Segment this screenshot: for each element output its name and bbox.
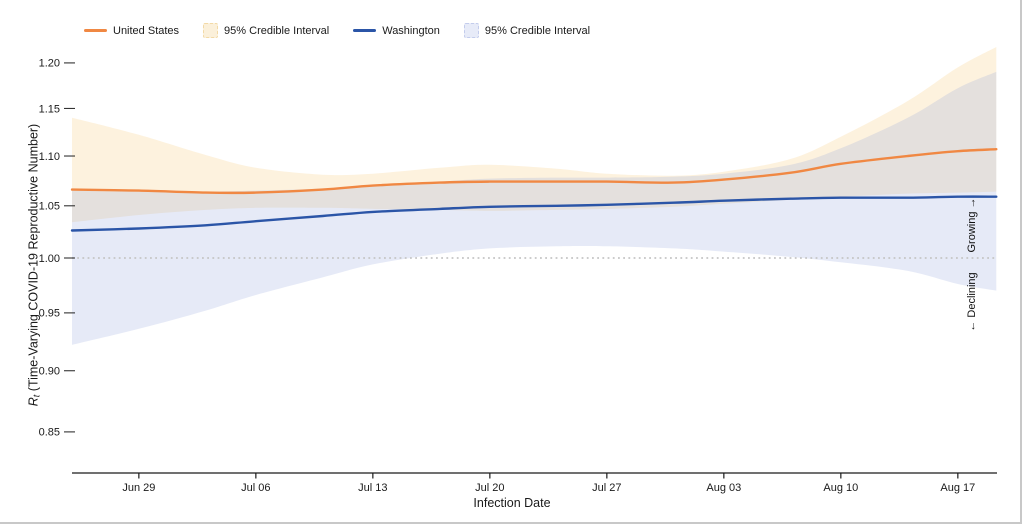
x-tick-label: Aug 10 — [823, 482, 858, 494]
legend-item-washington: Washington — [353, 25, 440, 37]
wa-line-swatch-icon — [353, 28, 377, 33]
x-tick-label: Jul 13 — [358, 482, 387, 494]
window-border-bottom — [0, 522, 1022, 524]
legend-label: United States — [113, 24, 180, 37]
us-mean-line — [70, 148, 998, 195]
x-tick-label: Jul 27 — [592, 482, 621, 494]
y-tick-label: 1.05 — [39, 201, 60, 213]
legend-label: 95% Credible Interval — [224, 24, 330, 37]
us-credible-band-swatch-icon — [203, 23, 219, 38]
y-tick-label: 1.00 — [39, 253, 60, 265]
wa-mean-line — [70, 195, 998, 232]
x-axis-title: Infection Date — [473, 496, 551, 510]
y-tick-label: 0.95 — [39, 308, 60, 320]
us-line-swatch-icon — [84, 28, 107, 33]
y-tick-label: 1.10 — [39, 151, 60, 163]
y-tick-label: 1.20 — [39, 58, 60, 70]
legend-item-united-states: United States — [84, 25, 179, 37]
x-tick-label: Aug 17 — [940, 482, 975, 494]
declining-annotation: ← Declining — [966, 272, 978, 332]
wa-credible-band-swatch-icon — [463, 23, 479, 38]
x-tick-label: Jul 06 — [241, 482, 270, 494]
x-tick-label: Jun 29 — [122, 482, 155, 494]
window-border-right — [1020, 0, 1022, 524]
legend-item-us-credible-interval: 95% Credible Interval — [203, 23, 329, 38]
legend-label: 95% Credible Interval — [484, 24, 591, 37]
legend-item-wa-credible-interval: 95% Credible Interval — [463, 23, 591, 38]
growing-annotation: Growing → — [966, 197, 978, 253]
y-axis-title: Rt (Time-Varying COVID-19 Reproductive N… — [26, 123, 42, 407]
y-tick-label: 0.90 — [39, 366, 60, 378]
x-tick-label: Aug 03 — [706, 482, 741, 494]
x-tick-label: Jul 20 — [475, 482, 504, 494]
wa-credible-band — [72, 71, 997, 345]
chart-legend: United States 95% Credible Interval Wash… — [84, 23, 590, 38]
legend-label: Washington — [382, 24, 440, 37]
us-credible-band — [72, 47, 997, 223]
y-tick-label: 0.85 — [39, 427, 60, 439]
y-tick-label: 1.15 — [39, 103, 60, 115]
